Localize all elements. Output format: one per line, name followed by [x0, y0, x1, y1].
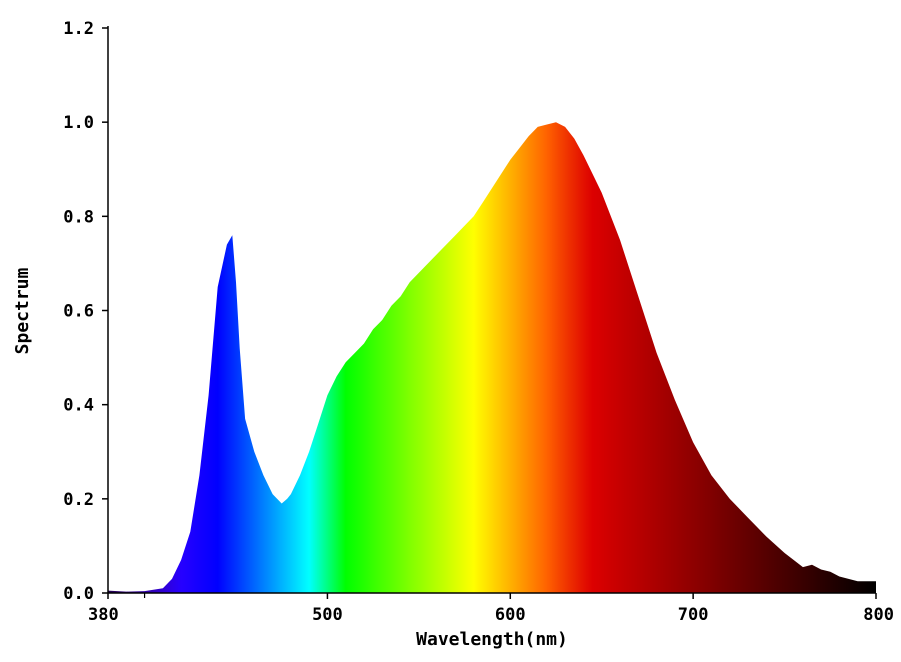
x-tick-label: 700 [678, 605, 709, 625]
y-axis-title: Spectrum [12, 267, 33, 354]
x-tick-label: 380 [88, 605, 119, 625]
x-axis-title: Wavelength(nm) [416, 629, 568, 650]
y-tick-label: 0.8 [63, 207, 94, 227]
x-tick-label: 800 [863, 605, 894, 625]
x-tick-label: 500 [312, 605, 343, 625]
y-tick-label: 1.2 [63, 19, 94, 39]
y-tick-label: 0.4 [63, 396, 94, 416]
x-tick-label: 600 [495, 605, 526, 625]
y-tick-label: 0.2 [63, 490, 94, 510]
spectrum-area [108, 122, 876, 593]
y-tick-label: 0.0 [63, 584, 94, 604]
y-tick-label: 1.0 [63, 113, 94, 133]
y-tick-label: 0.6 [63, 302, 94, 322]
